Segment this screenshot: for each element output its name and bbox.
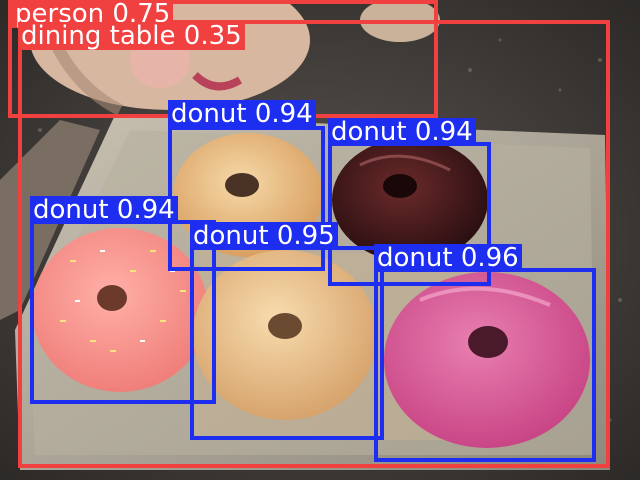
donut-label: donut 0.96 (374, 244, 522, 272)
donut-bbox (30, 220, 216, 404)
donut-label: donut 0.95 (190, 222, 338, 250)
donut-label: donut 0.94 (168, 100, 316, 128)
donut-bbox (374, 268, 596, 462)
donut-bbox (190, 246, 384, 440)
dining-table-bbox (18, 20, 610, 468)
donut-label: donut 0.94 (30, 196, 178, 224)
donut-sugar (193, 250, 377, 420)
donut-chocolate (332, 138, 488, 262)
donut-magenta (384, 272, 590, 448)
donut-label: donut 0.94 (328, 118, 476, 146)
donut-sprinkles (32, 228, 208, 392)
dining-table-label: dining table 0.35 (18, 22, 245, 50)
